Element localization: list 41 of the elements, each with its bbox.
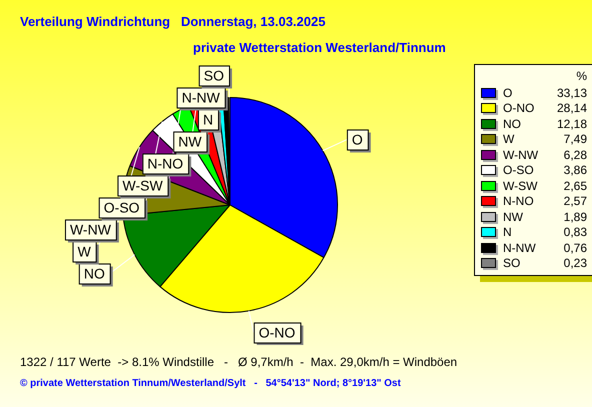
legend-label: O-SO xyxy=(503,163,535,178)
data-label: 0,76 xyxy=(564,240,587,255)
category-label: W-SW xyxy=(122,177,163,194)
slice-label: W xyxy=(78,243,92,260)
legend-title: % xyxy=(575,69,587,83)
data-label: 12,18 xyxy=(556,116,587,131)
data-label: 6,28 xyxy=(564,148,587,162)
slice-label: SO xyxy=(204,67,224,84)
data-label: 7,49 xyxy=(564,132,587,146)
slice-label: O-NO xyxy=(258,324,296,340)
slice-label: W-NW xyxy=(70,221,112,238)
data-label: 1,89 xyxy=(564,210,587,224)
category-label: N-NO xyxy=(147,155,184,172)
legend-label: NW xyxy=(503,210,524,224)
text: © private Wetterstation Tinnum/Westerland/Sylt - 54°54'13" Nord; 8°19'13" Ost xyxy=(20,378,401,389)
category-label: N xyxy=(202,111,214,128)
legend-label: W xyxy=(503,132,516,146)
slice-label: NO xyxy=(84,265,105,282)
legend-label: O xyxy=(503,86,514,100)
data-label: 33,13 xyxy=(556,86,587,100)
data-label: 0,83 xyxy=(564,225,587,240)
category-label: NW xyxy=(178,133,202,150)
chart-subtitle: private Wetterstation Westerland/Tinnum xyxy=(193,40,446,55)
category-label: N-NW xyxy=(182,89,220,106)
legend-label: N-NO xyxy=(503,194,535,208)
category-label: O-SO xyxy=(104,199,140,216)
legend-label: N xyxy=(503,225,513,240)
data-label: 2,57 xyxy=(564,194,587,208)
legend-label: O-NO xyxy=(503,101,536,116)
data-label: 2,65 xyxy=(564,178,587,193)
data-label: 28,14 xyxy=(556,101,587,116)
legend-label: W-NW xyxy=(503,148,540,162)
data-label: 0,23 xyxy=(564,256,587,270)
legend-label: SO xyxy=(503,256,522,270)
legend-label: N-NW xyxy=(503,240,537,255)
chart-title: Verteilung Windrichtung Donnerstag, 13.03.2025 xyxy=(20,14,326,29)
data-label: 3,86 xyxy=(564,163,587,178)
legend-label: NO xyxy=(503,116,522,131)
legend-label: W-SW xyxy=(503,178,538,193)
slice-label: O xyxy=(352,131,363,148)
text: 1322 / 117 Werte -> 8.1% Windstille - Ø 9,7km/h - Max. 29,0km/h = Windböen xyxy=(20,355,458,369)
